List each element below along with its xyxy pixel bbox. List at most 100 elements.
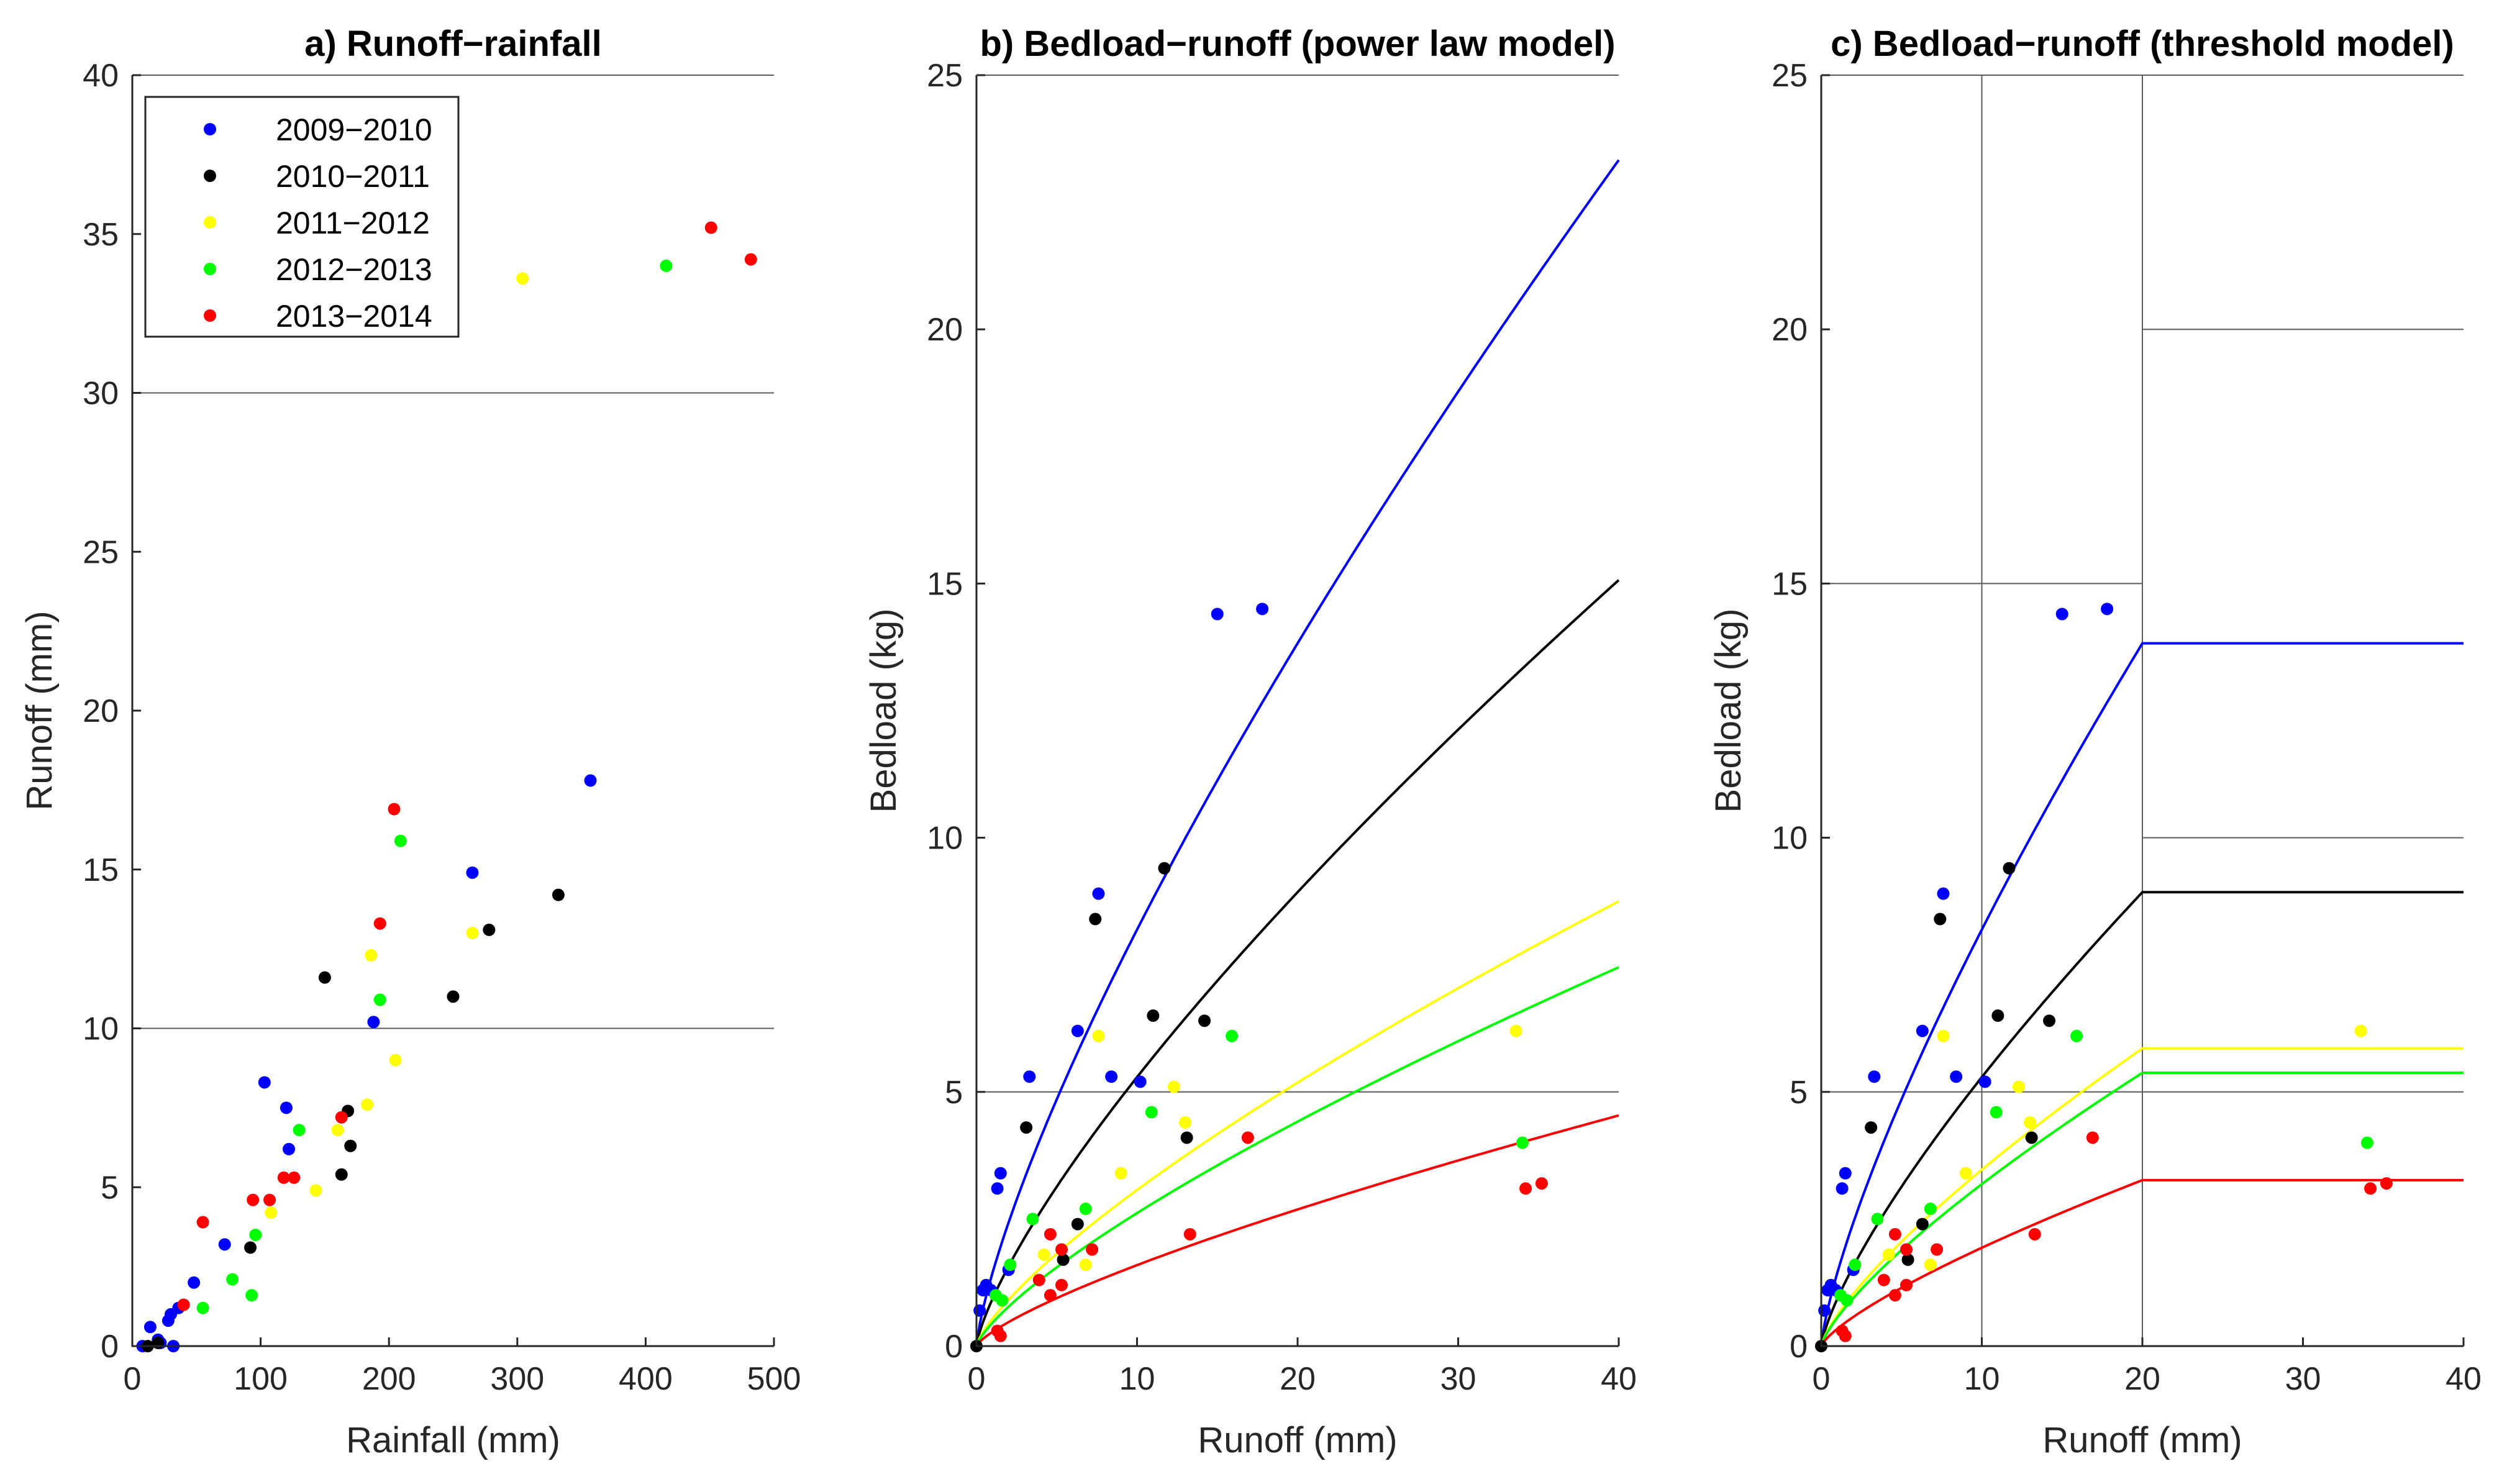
legend: 2009−2010 2010−2011 2011−2012 2012−2013 2013… bbox=[144, 96, 460, 338]
data-point bbox=[994, 1167, 1007, 1180]
y-tick-label: 20 bbox=[1772, 312, 1808, 348]
data-point bbox=[2101, 603, 2114, 616]
data-point bbox=[1516, 1136, 1529, 1149]
data-point bbox=[1937, 1029, 1950, 1042]
data-point bbox=[1147, 1009, 1160, 1022]
y-tick-label: 10 bbox=[83, 1011, 119, 1047]
data-point bbox=[1092, 1029, 1105, 1042]
y-tick-label: 15 bbox=[1772, 566, 1808, 602]
fit-curve-4 bbox=[975, 966, 1619, 1347]
legend-label: 2012−2013 bbox=[276, 252, 432, 287]
fit-curve-1 bbox=[1820, 642, 2464, 1347]
data-point bbox=[1959, 1167, 1972, 1180]
data-point bbox=[1167, 1080, 1180, 1093]
data-point bbox=[1916, 1024, 1929, 1037]
data-point bbox=[1026, 1213, 1039, 1226]
chart-title: a) Runoff−rainfall bbox=[304, 24, 602, 64]
data-point bbox=[1931, 1243, 1944, 1256]
data-point bbox=[394, 834, 407, 847]
data-point bbox=[1924, 1203, 1937, 1216]
data-point bbox=[218, 1238, 231, 1251]
data-point bbox=[331, 1124, 344, 1137]
data-point bbox=[2012, 1080, 2025, 1093]
x-tick-label: 10 bbox=[1119, 1361, 1155, 1397]
data-point bbox=[2380, 1177, 2393, 1190]
panel-c: 0 10 20 30 40 0 5 10 15 20 25 c) Bedload−runoff (th… bbox=[1708, 24, 2482, 1460]
data-point bbox=[1868, 1070, 1881, 1083]
legend-label: 2010−2011 bbox=[276, 159, 430, 194]
data-point bbox=[263, 1193, 276, 1206]
fit-curve-1 bbox=[975, 159, 1620, 1347]
fit-curve-2 bbox=[975, 579, 1620, 1347]
y-tick-label: 20 bbox=[927, 312, 963, 348]
y-tick-label: 5 bbox=[101, 1170, 119, 1206]
data-point bbox=[2043, 1014, 2056, 1027]
data-point bbox=[1990, 1106, 2003, 1119]
data-point bbox=[1978, 1075, 1991, 1088]
data-point bbox=[367, 1016, 380, 1029]
data-point bbox=[2070, 1029, 2083, 1042]
data-point bbox=[973, 1304, 986, 1317]
data-point bbox=[1044, 1289, 1057, 1302]
data-point bbox=[704, 221, 717, 234]
y-tick-label: 15 bbox=[927, 566, 963, 602]
data-point bbox=[1877, 1273, 1890, 1286]
data-point bbox=[1839, 1167, 1852, 1180]
data-point bbox=[1079, 1203, 1092, 1216]
x-tick-label: 20 bbox=[1280, 1361, 1316, 1397]
x-tick-label: 100 bbox=[234, 1361, 288, 1397]
data-point bbox=[1211, 608, 1224, 621]
data-point bbox=[2086, 1131, 2099, 1144]
data-point bbox=[1241, 1131, 1254, 1144]
data-point bbox=[1105, 1070, 1118, 1083]
x-tick-label: 500 bbox=[747, 1361, 801, 1397]
data-point bbox=[1840, 1294, 1854, 1307]
y-tick-label: 40 bbox=[83, 58, 119, 94]
data-point bbox=[447, 990, 460, 1003]
data-point bbox=[283, 1142, 296, 1155]
data-point bbox=[2024, 1116, 2037, 1129]
y-axis-label: Runoff (mm) bbox=[19, 611, 60, 810]
data-point bbox=[1882, 1248, 1895, 1261]
y-tick-label: 10 bbox=[927, 821, 963, 857]
legend-marker bbox=[204, 170, 216, 182]
data-point bbox=[1071, 1218, 1084, 1231]
legend-marker bbox=[204, 263, 216, 275]
data-point bbox=[1950, 1070, 1963, 1083]
data-point bbox=[483, 923, 496, 936]
data-point bbox=[2028, 1227, 2041, 1240]
data-point bbox=[516, 272, 529, 285]
data-point bbox=[1086, 1243, 1099, 1256]
data-point bbox=[1089, 913, 1102, 926]
data-point bbox=[226, 1273, 239, 1286]
data-point bbox=[2354, 1024, 2367, 1037]
y-tick-label: 15 bbox=[83, 852, 119, 888]
legend-marker bbox=[204, 309, 216, 322]
data-point bbox=[1865, 1121, 1878, 1134]
data-point bbox=[660, 259, 673, 272]
data-point bbox=[744, 253, 757, 266]
data-point bbox=[1256, 603, 1269, 616]
data-point bbox=[2055, 608, 2068, 621]
data-point bbox=[1055, 1278, 1068, 1291]
data-point bbox=[1179, 1116, 1192, 1129]
data-point bbox=[245, 1289, 258, 1302]
y-axis-label: Bedload (kg) bbox=[1708, 609, 1749, 813]
data-point bbox=[265, 1206, 278, 1219]
data-point bbox=[1226, 1029, 1239, 1042]
x-tick-label: 40 bbox=[2446, 1361, 2482, 1397]
x-axis-label: Runoff (mm) bbox=[1198, 1420, 1397, 1460]
data-point bbox=[1888, 1227, 1901, 1240]
data-point bbox=[2003, 862, 2016, 875]
data-point bbox=[1535, 1177, 1548, 1190]
data-point bbox=[1818, 1304, 1831, 1317]
x-axis-label: Rainfall (mm) bbox=[346, 1420, 560, 1460]
data-point bbox=[244, 1241, 257, 1254]
y-tick-label: 25 bbox=[927, 58, 963, 94]
x-axis-label: Runoff (mm) bbox=[2042, 1420, 2242, 1460]
data-point bbox=[1519, 1182, 1532, 1195]
data-point bbox=[318, 971, 331, 984]
data-point bbox=[249, 1228, 262, 1241]
x-tick-label: 0 bbox=[124, 1361, 142, 1397]
